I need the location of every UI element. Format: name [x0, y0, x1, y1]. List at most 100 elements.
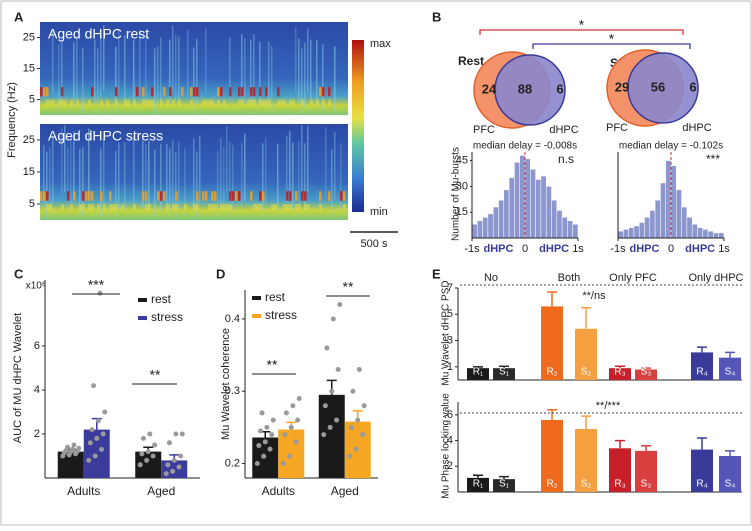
data-point	[335, 367, 341, 373]
spectrogram-burst	[100, 191, 103, 201]
bar	[541, 306, 563, 380]
data-point	[139, 451, 145, 457]
spectrogram-streak	[334, 132, 336, 200]
histogram-bar	[471, 223, 478, 239]
bar-label: S₂	[581, 479, 592, 490]
spectrogram-title: Aged dHPC rest	[48, 26, 149, 42]
spectrogram-band	[259, 99, 262, 106]
spectrogram-band	[247, 99, 250, 106]
spectrogram-band	[277, 99, 280, 106]
spectrogram-band	[253, 99, 256, 106]
error-bar	[473, 366, 483, 369]
data-point	[91, 383, 97, 389]
spectrogram-burst	[196, 191, 199, 201]
histogram-bar	[540, 175, 547, 239]
histogram-bar	[665, 160, 672, 239]
spectrogram-streak	[250, 39, 252, 105]
data-point	[140, 435, 146, 441]
spectrogram-band	[196, 204, 199, 211]
spectrogram-streak	[331, 149, 333, 217]
spectrogram-band	[304, 204, 307, 211]
spectrogram-burst	[88, 191, 91, 201]
bar	[493, 368, 515, 380]
spectrogram-band	[172, 99, 175, 106]
data-point	[179, 431, 185, 437]
data-point	[356, 367, 362, 373]
spectrogram-band	[70, 99, 73, 106]
spectrogram-burst	[319, 191, 322, 201]
histogram-bar	[545, 186, 552, 239]
histogram-bar	[514, 162, 520, 239]
error-bar	[499, 365, 509, 369]
spectrogram-band	[64, 99, 67, 106]
data-point	[334, 417, 340, 423]
spectrogram-burst	[43, 191, 46, 201]
spectrogram-band	[121, 204, 124, 211]
spectrogram-band	[310, 99, 313, 106]
spectrogram-burst	[145, 191, 148, 201]
direction-label: dHPC	[630, 243, 660, 255]
spectrogram-streak	[76, 36, 78, 102]
spectrogram-streak	[205, 27, 207, 93]
spectrogram-burst	[328, 191, 331, 201]
bar	[467, 368, 489, 380]
spectrogram-band	[127, 99, 130, 106]
histogram-bar	[519, 155, 526, 239]
histogram-bar	[498, 199, 505, 239]
panel-letter: D	[216, 266, 225, 281]
spectrogram-band	[148, 99, 151, 106]
spectrogram-band	[145, 99, 148, 106]
spectrogram-band	[178, 99, 181, 106]
spectrogram-band	[238, 99, 241, 106]
spectrogram-band	[319, 204, 322, 211]
data-point	[269, 432, 275, 438]
spectrogram-streak	[169, 39, 171, 105]
spectrogram-band	[46, 204, 49, 211]
bar-label: R₁	[473, 479, 484, 490]
spectrogram-burst	[196, 87, 199, 97]
spectrogram-band	[211, 204, 214, 211]
spectrogram-burst	[250, 191, 253, 201]
spectrogram-streak	[301, 48, 303, 114]
data-point	[355, 417, 361, 423]
spectrogram-band	[259, 204, 262, 211]
spectrogram-burst	[115, 87, 118, 97]
spectrogram-burst	[301, 191, 304, 201]
venn-group-label: Rest	[458, 54, 484, 68]
spectrogram-band	[211, 99, 214, 106]
group-label: No	[484, 272, 498, 284]
bar	[609, 368, 631, 380]
spectrogram-streak	[124, 142, 126, 210]
spectrogram-streak	[325, 127, 327, 196]
spectrogram-burst	[40, 191, 43, 201]
data-point	[166, 440, 172, 446]
venn-count: 24	[482, 81, 497, 96]
bar	[541, 420, 563, 492]
spectrogram-band	[58, 99, 61, 106]
legend-label: rest	[151, 292, 172, 306]
spectrogram-band	[283, 99, 286, 106]
spectrogram-burst	[181, 87, 184, 97]
significance-label: **	[343, 279, 354, 295]
x-tick-label: -1s	[610, 243, 626, 255]
spectrogram-streak	[199, 135, 201, 203]
error-bar	[641, 444, 651, 451]
spectrogram-streak	[82, 47, 84, 113]
spectrogram-burst	[211, 191, 214, 201]
histogram-bar	[686, 217, 693, 239]
data-point	[327, 424, 333, 430]
spectrogram-band	[82, 204, 85, 211]
significance-label: *	[579, 17, 585, 33]
spectrogram-streak	[340, 142, 342, 211]
data-point	[296, 395, 302, 401]
spectrogram-streak	[178, 141, 180, 210]
histogram-bar	[617, 230, 624, 239]
spectrogram	[40, 124, 348, 220]
spectrogram-burst	[67, 191, 70, 201]
data-point	[353, 446, 359, 452]
spectrogram-streak	[217, 151, 219, 219]
histogram-bar	[718, 232, 725, 239]
spectrogram-band	[280, 99, 283, 106]
y-axis-label: Frequency (Hz)	[6, 82, 18, 158]
